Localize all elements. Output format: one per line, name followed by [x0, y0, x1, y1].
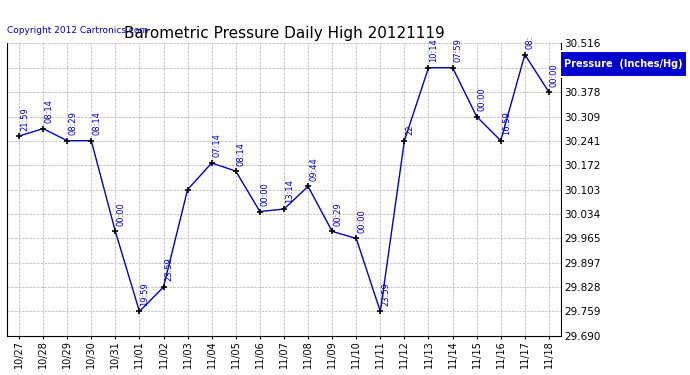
Text: 09:44: 09:44 — [309, 157, 318, 181]
Text: 23:59: 23:59 — [165, 258, 174, 282]
Text: 08:14: 08:14 — [44, 99, 53, 123]
Text: 10:14: 10:14 — [430, 38, 439, 62]
Text: Copyright 2012 Cartronics.com: Copyright 2012 Cartronics.com — [7, 26, 148, 35]
Text: Pressure  (Inches/Hg): Pressure (Inches/Hg) — [564, 59, 682, 69]
Text: 08:: 08: — [526, 36, 535, 49]
Text: 00:00: 00:00 — [261, 182, 270, 206]
Text: 08:14: 08:14 — [237, 142, 246, 166]
Text: 07:59: 07:59 — [453, 38, 462, 62]
Text: 13:14: 13:14 — [285, 180, 294, 204]
Text: 19:59: 19:59 — [141, 282, 150, 306]
Text: 00:00: 00:00 — [357, 209, 366, 233]
Text: 08:29: 08:29 — [68, 111, 77, 135]
Text: 21:59: 21:59 — [20, 107, 29, 130]
Text: 00:29: 00:29 — [333, 202, 342, 226]
Text: 00:00: 00:00 — [477, 87, 486, 111]
Text: 16:59: 16:59 — [502, 111, 511, 135]
Text: 07:14: 07:14 — [213, 134, 221, 158]
Text: 00:00: 00:00 — [117, 202, 126, 226]
Text: 22: 22 — [406, 124, 415, 135]
Text: 08:14: 08:14 — [92, 111, 101, 135]
Text: 23:59: 23:59 — [382, 282, 391, 306]
Title: Barometric Pressure Daily High 20121119: Barometric Pressure Daily High 20121119 — [124, 26, 444, 41]
Text: 00:00: 00:00 — [550, 63, 559, 87]
